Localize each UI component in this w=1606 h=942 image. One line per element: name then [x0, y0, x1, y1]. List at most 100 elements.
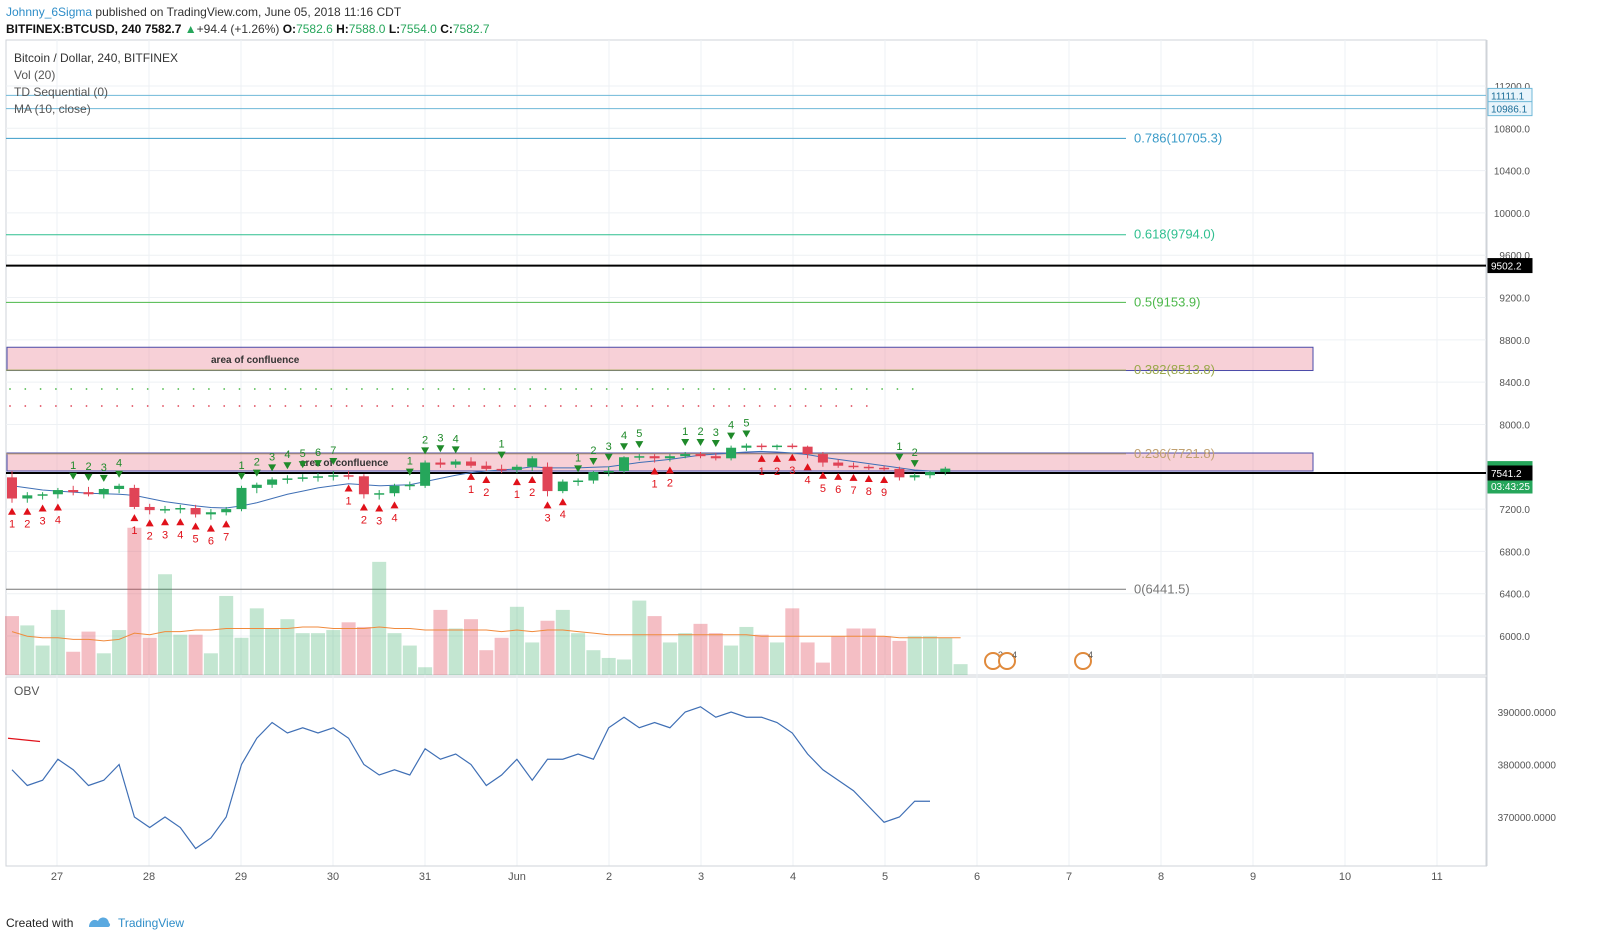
td-sell-count: 2	[254, 457, 260, 469]
td-buy-marker	[130, 514, 139, 522]
td-buy-marker	[176, 518, 185, 526]
td-buy-marker	[834, 472, 843, 480]
td-sell-marker	[298, 461, 307, 469]
td-sell-count: 2	[912, 447, 918, 459]
candle-body	[680, 454, 691, 457]
volume-bar	[311, 633, 325, 675]
td-sell-marker	[620, 443, 628, 451]
td-dot	[865, 388, 868, 390]
td-dot	[452, 405, 455, 407]
volume-bar	[173, 634, 188, 675]
obv-legend: OBV	[14, 684, 39, 698]
td-sell-marker	[895, 453, 904, 461]
td-buy-count: 8	[866, 486, 872, 498]
td-sell-marker	[237, 472, 246, 480]
volume-bar	[953, 664, 968, 675]
td-buy-marker	[773, 454, 781, 462]
td-buy-marker	[512, 478, 521, 486]
td-buy-marker	[206, 524, 215, 532]
td-sell-marker	[574, 465, 583, 473]
td-dot	[850, 388, 853, 390]
td-dot	[116, 405, 118, 407]
td-dot	[514, 405, 516, 407]
fib-level-label: 0.786(10705.3)	[1134, 130, 1222, 145]
td-dot	[590, 405, 593, 407]
td-buy-count: 1	[9, 519, 15, 531]
td-dot	[192, 388, 195, 390]
td-buy-count: 1	[131, 525, 137, 537]
price-tick-label: 10000.0	[1494, 209, 1531, 220]
candle-body	[817, 454, 828, 463]
event-flag-icon	[998, 652, 1016, 670]
td-sell-marker	[742, 430, 751, 438]
price-change: +94.4 (+1.26%)	[196, 22, 280, 36]
time-tick-label: 27	[51, 871, 63, 883]
td-dot	[498, 405, 501, 407]
td-dot	[361, 405, 363, 407]
candle-body	[282, 478, 293, 480]
author-link[interactable]: Johnny_6Sigma	[6, 5, 93, 19]
volume-bar	[785, 608, 800, 675]
series-legend: Bitcoin / Dollar, 240, BITFINEX	[14, 51, 178, 65]
td-dot	[804, 405, 807, 407]
td-sell-count: 6	[315, 447, 321, 459]
td-buy-marker	[818, 471, 827, 479]
time-tick-label: 7	[1066, 871, 1072, 883]
volume-bar	[770, 642, 784, 675]
td-buy-count: 3	[162, 529, 168, 541]
td-dot	[452, 388, 455, 390]
td-dot	[514, 388, 516, 390]
time-tick-label: 3	[698, 871, 704, 883]
candle-body	[129, 487, 140, 507]
volume-bar	[326, 630, 341, 675]
td-dot	[575, 405, 577, 407]
td-dot	[177, 405, 180, 407]
candle-body	[634, 456, 645, 458]
td-sell-marker	[99, 474, 108, 482]
indicator-legend: TD Sequential (0)	[14, 85, 108, 99]
volume-bar	[5, 616, 19, 675]
td-dot	[529, 388, 532, 390]
td-sell-count: 1	[238, 460, 244, 472]
td-dot	[544, 405, 547, 407]
td-dot	[697, 388, 700, 390]
td-sell-marker	[436, 445, 445, 453]
volume-bar	[861, 628, 876, 675]
td-dot	[208, 405, 210, 407]
td-dot	[85, 388, 88, 390]
td-buy-marker	[803, 463, 812, 471]
td-dot	[39, 405, 42, 407]
td-buy-count: 3	[376, 516, 382, 528]
volume-bar	[678, 633, 693, 675]
time-tick-label: 4	[790, 871, 796, 883]
td-dot	[437, 405, 440, 407]
volume-bar	[372, 561, 387, 675]
obv-tick-label: 380000.0000	[1498, 761, 1557, 772]
td-buy-count: 4	[391, 512, 397, 524]
publish-line: Johnny_6Sigma published on TradingView.c…	[6, 5, 401, 19]
td-sell-count: 2	[697, 426, 703, 438]
td-sell-marker	[681, 438, 690, 446]
td-buy-marker	[191, 522, 200, 530]
td-sell-count: 4	[116, 458, 122, 470]
td-dot	[743, 405, 746, 407]
td-dot	[544, 388, 547, 390]
td-buy-count: 1	[652, 479, 658, 491]
td-buy-marker	[38, 504, 47, 512]
td-buy-marker	[222, 520, 231, 528]
confluence-zone-label: area of confluence	[211, 355, 300, 366]
td-dot	[391, 405, 394, 407]
td-buy-count: 9	[881, 487, 887, 499]
volume-bar	[617, 659, 631, 675]
price-axis-badge-text: 11111.1	[1491, 91, 1525, 102]
volume-bar	[387, 633, 402, 675]
price-tick-label: 8000.0	[1499, 420, 1530, 431]
fib-level-label: 0.5(9153.9)	[1134, 294, 1201, 309]
td-dot	[406, 405, 409, 407]
tradingview-link[interactable]: TradingView	[118, 916, 185, 930]
td-sell-marker	[910, 460, 919, 468]
td-dot	[468, 388, 470, 390]
td-sell-marker	[252, 469, 261, 477]
td-sell-marker	[451, 446, 460, 454]
